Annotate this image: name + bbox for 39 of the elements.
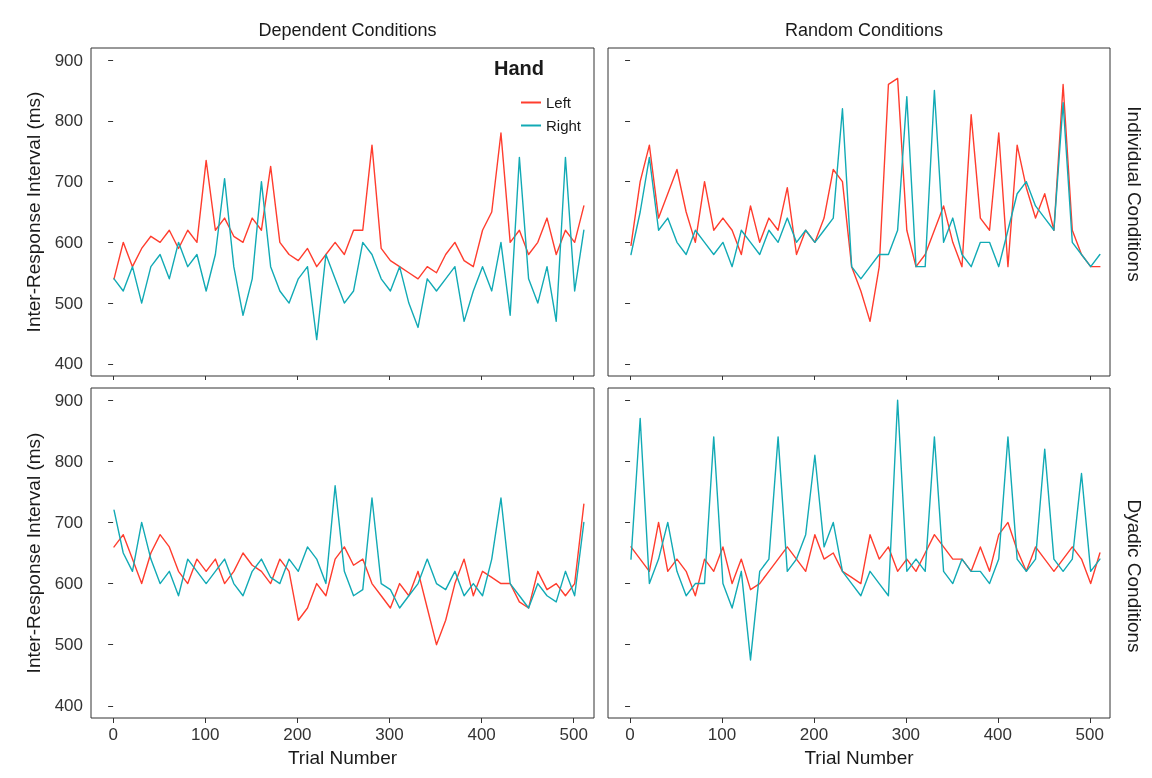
y-tick-label: 700 xyxy=(54,172,83,192)
y-tick-label: 900 xyxy=(54,390,83,410)
x-tick-label: 400 xyxy=(983,725,1013,744)
y-tick-label: 500 xyxy=(54,293,83,313)
y-tick-label: 800 xyxy=(54,451,83,471)
y-tick-label: 400 xyxy=(54,696,83,716)
line-series xyxy=(113,485,585,609)
x-tick-label: 200 xyxy=(283,725,312,744)
x-tick-label: 300 xyxy=(375,725,404,744)
x-tick-label: 500 xyxy=(559,725,588,744)
x-tick-label: 500 xyxy=(1075,725,1104,744)
y-axis-title: Inter-Response Interval (ms) xyxy=(23,91,44,333)
x-tick-label: 200 xyxy=(799,725,829,744)
legend-title: Hand xyxy=(494,57,544,79)
x-tick-label: 100 xyxy=(707,725,737,744)
y-tick-label: 900 xyxy=(54,50,83,70)
line-series xyxy=(113,132,585,280)
y-tick-label: 600 xyxy=(54,232,83,252)
y-tick-label: 800 xyxy=(54,111,83,131)
x-tick-label: 0 xyxy=(108,725,118,744)
y-tick-label: 400 xyxy=(54,354,83,374)
y-axis-title: Inter-Response Interval (ms) xyxy=(23,432,44,674)
x-axis-title: Trial Number xyxy=(287,747,398,768)
x-tick-label: 300 xyxy=(891,725,921,744)
line-series xyxy=(113,503,585,646)
x-tick-label: 0 xyxy=(625,725,635,744)
chart-title: Random Conditions xyxy=(784,20,944,40)
x-tick-label: 400 xyxy=(467,725,496,744)
x-tick-label: 100 xyxy=(191,725,220,744)
y-tick-label: 600 xyxy=(54,574,83,594)
y-tick-label: 700 xyxy=(54,512,83,532)
chart-title: Dependent Conditions xyxy=(258,20,437,40)
legend-label: Right xyxy=(545,117,582,134)
y2-axis-title: Individual Conditions xyxy=(1124,106,1145,282)
x-axis-title: Trial Number xyxy=(804,747,915,768)
line-series xyxy=(113,156,585,341)
legend-label: Left xyxy=(545,94,572,111)
y2-axis-title: Dyadic Conditions xyxy=(1124,499,1145,653)
y-tick-label: 500 xyxy=(54,635,83,655)
